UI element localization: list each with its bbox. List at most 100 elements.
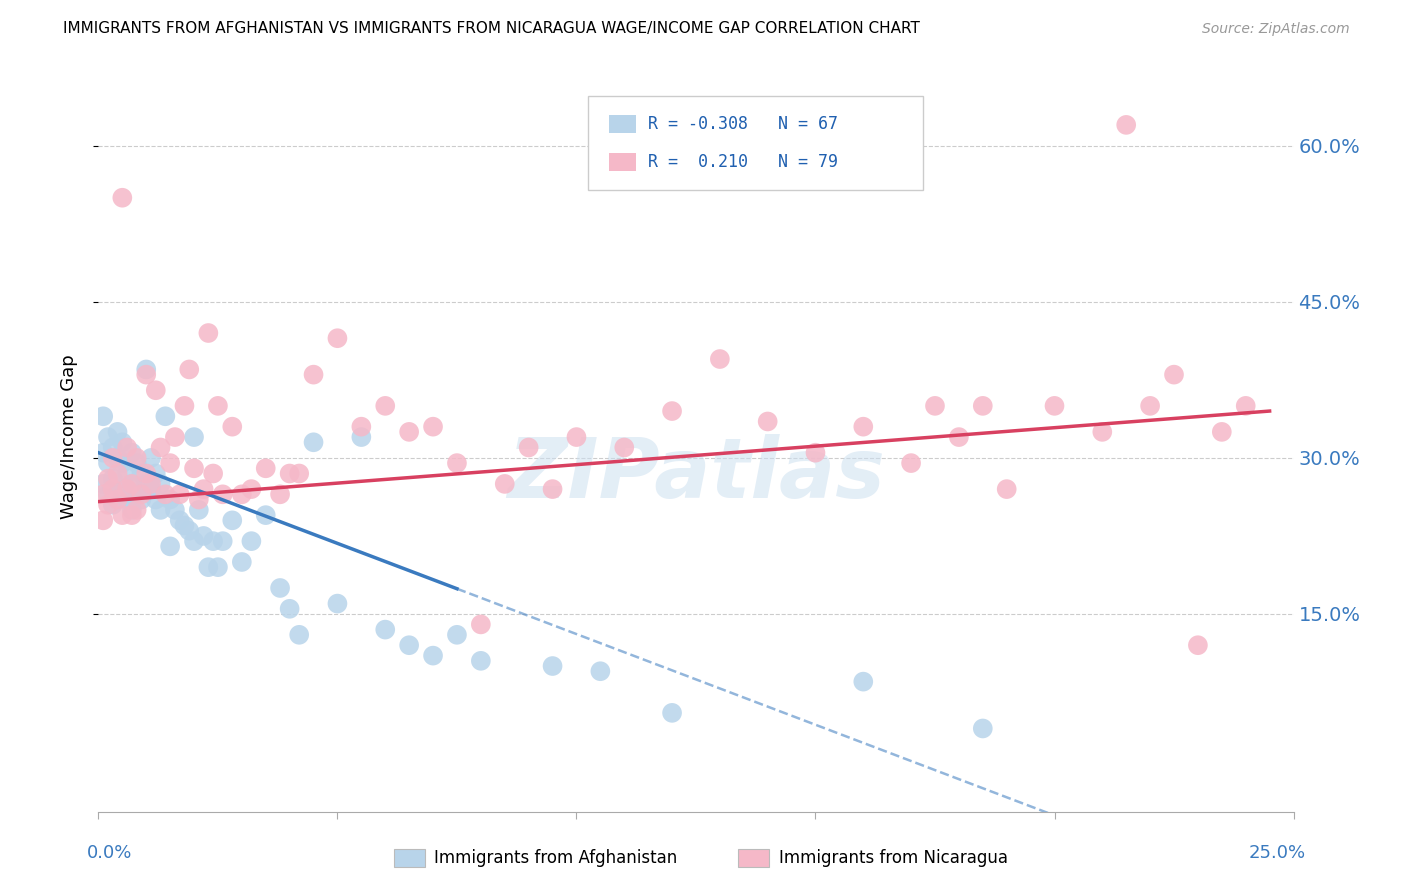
Point [193,482,215,496]
Point [446,628,468,642]
Point [183,430,205,444]
Point [422,419,444,434]
Point [278,467,301,481]
Point [125,503,148,517]
Point [972,399,994,413]
Point [350,419,373,434]
Point [1234,399,1257,413]
Point [125,450,148,465]
Point [613,441,636,455]
Point [211,534,233,549]
Point [159,539,181,553]
Point [197,560,219,574]
Point [565,430,588,444]
Text: 0.0%: 0.0% [87,844,132,862]
Point [111,456,134,470]
Point [302,435,325,450]
Point [155,487,177,501]
Point [169,513,191,527]
Point [1211,425,1233,439]
Point [326,331,349,345]
Point [197,326,219,340]
Point [97,456,120,470]
Text: Immigrants from Nicaragua: Immigrants from Nicaragua [779,849,1008,867]
Point [202,534,225,549]
Point [446,456,468,470]
Point [121,503,143,517]
Point [852,674,875,689]
Point [145,467,167,481]
Text: Immigrants from Afghanistan: Immigrants from Afghanistan [434,849,678,867]
Point [135,362,157,376]
FancyBboxPatch shape [609,153,636,171]
Point [107,467,129,481]
Point [155,409,177,424]
Point [91,476,114,491]
Point [269,581,291,595]
Point [121,446,143,460]
Point [97,487,120,501]
Point [131,492,153,507]
Point [91,446,114,460]
Point [97,430,120,444]
Point [107,450,129,465]
Point [111,191,134,205]
Point [91,513,114,527]
Point [278,602,301,616]
Point [107,425,129,439]
Text: R = -0.308   N = 67: R = -0.308 N = 67 [648,115,838,133]
Point [422,648,444,663]
Point [101,441,124,455]
Point [221,513,243,527]
Point [101,450,124,465]
Point [1187,638,1209,652]
Point [135,467,157,481]
Point [145,384,167,398]
FancyBboxPatch shape [609,115,636,133]
Point [948,430,970,444]
Point [107,482,129,496]
Text: IMMIGRANTS FROM AFGHANISTAN VS IMMIGRANTS FROM NICARAGUA WAGE/INCOME GAP CORRELA: IMMIGRANTS FROM AFGHANISTAN VS IMMIGRANT… [63,21,920,36]
Point [494,476,516,491]
Point [111,487,134,501]
Point [254,461,277,475]
Point [115,441,138,455]
Point [1139,399,1161,413]
Point [121,476,143,491]
Point [972,722,994,736]
Point [269,487,291,501]
Point [115,492,138,507]
Point [202,467,225,481]
Point [159,456,181,470]
Point [115,467,138,481]
Point [125,487,148,501]
Point [115,482,138,496]
Text: ZIPatlas: ZIPatlas [508,434,884,515]
Point [187,492,209,507]
Point [121,476,143,491]
Point [179,362,201,376]
Point [149,476,172,491]
Point [187,503,209,517]
Point [541,482,564,496]
Point [125,456,148,470]
Point [1043,399,1066,413]
Point [183,534,205,549]
Point [207,399,229,413]
Point [756,415,779,429]
Point [852,419,875,434]
Point [111,508,134,523]
Point [107,492,129,507]
Point [1163,368,1185,382]
Point [169,487,191,501]
Point [149,441,172,455]
Point [139,476,162,491]
Point [804,446,827,460]
Point [183,461,205,475]
Point [131,487,153,501]
Text: Source: ZipAtlas.com: Source: ZipAtlas.com [1202,21,1350,36]
Point [101,472,124,486]
Point [398,638,420,652]
Point [97,472,120,486]
Point [139,482,162,496]
